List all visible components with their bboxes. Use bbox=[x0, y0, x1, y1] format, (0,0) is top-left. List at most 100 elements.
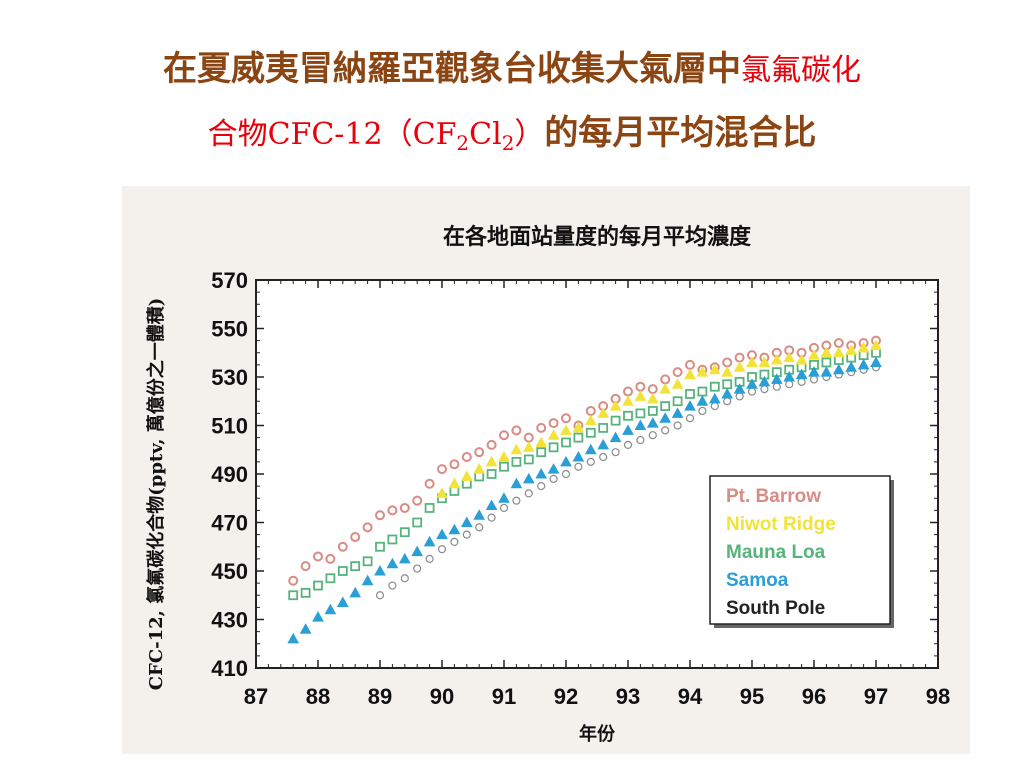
cfc12-scatter-chart: 在各地面站量度的每月平均濃度 87 88 89 90 91 92 93 94 95 96 97 98 41… bbox=[145, 224, 950, 745]
data-point-south-pole bbox=[512, 496, 521, 505]
data-point-niwot-ridge bbox=[696, 366, 709, 377]
data-point-south-pole bbox=[698, 406, 707, 416]
data-point-niwot-ridge bbox=[870, 339, 882, 350]
data-point-samoa bbox=[336, 596, 349, 608]
x-tick-label: 88 bbox=[306, 684, 330, 709]
x-tick-label: 92 bbox=[554, 684, 578, 709]
y-tick-label: 410 bbox=[211, 656, 248, 681]
data-point-niwot-ridge bbox=[510, 443, 523, 455]
data-point-niwot-ridge bbox=[448, 477, 461, 489]
data-point-pt-barrow bbox=[561, 413, 571, 424]
data-point-samoa bbox=[708, 392, 721, 404]
data-point-south-pole bbox=[413, 564, 422, 573]
data-point-samoa bbox=[535, 467, 548, 479]
x-tick-label: 95 bbox=[740, 684, 764, 709]
y-tick-label: 550 bbox=[211, 317, 248, 342]
data-point-samoa bbox=[361, 574, 374, 586]
data-point-mauna-loa bbox=[300, 587, 311, 598]
data-point-samoa bbox=[783, 370, 796, 382]
data-point-mauna-loa bbox=[325, 573, 336, 584]
data-point-pt-barrow bbox=[437, 464, 447, 475]
legend-box bbox=[709, 475, 891, 625]
data-point-mauna-loa bbox=[623, 410, 633, 421]
data-point-niwot-ridge bbox=[597, 407, 610, 418]
data-point-pt-barrow bbox=[486, 439, 497, 450]
data-point-samoa bbox=[845, 361, 858, 372]
title-text-dark-1: 在夏威夷冒納羅亞觀象台收集大氣層中 bbox=[163, 49, 741, 89]
data-point-samoa bbox=[770, 373, 783, 384]
data-point-niwot-ridge bbox=[584, 414, 597, 426]
data-point-samoa bbox=[795, 368, 808, 380]
data-point-mauna-loa bbox=[635, 408, 646, 419]
data-point-samoa bbox=[696, 395, 709, 406]
data-point-mauna-loa bbox=[313, 580, 323, 591]
data-point-samoa bbox=[758, 375, 771, 387]
data-point-samoa bbox=[436, 528, 448, 540]
data-point-niwot-ridge bbox=[808, 349, 820, 360]
data-point-samoa bbox=[808, 366, 820, 377]
y-tick-label: 530 bbox=[211, 365, 248, 390]
data-point-pt-barrow bbox=[399, 502, 410, 513]
slide-title-line-2: 合物CFC-12（CF2Cl2）的每月平均混合比 bbox=[0, 102, 1024, 174]
data-point-niwot-ridge bbox=[721, 366, 734, 377]
data-point-mauna-loa bbox=[375, 541, 385, 552]
data-point-mauna-loa bbox=[350, 561, 361, 572]
x-tick-label: 91 bbox=[492, 684, 516, 709]
data-point-samoa bbox=[423, 535, 436, 547]
data-point-mauna-loa bbox=[561, 437, 571, 448]
data-point-samoa bbox=[597, 438, 610, 450]
data-point-niwot-ridge bbox=[547, 429, 560, 440]
data-point-mauna-loa bbox=[337, 566, 348, 576]
data-point-mauna-loa bbox=[573, 432, 584, 443]
y-tick-label: 470 bbox=[211, 511, 248, 536]
data-point-pt-barrow bbox=[337, 541, 348, 552]
data-point-samoa bbox=[572, 450, 585, 462]
y-tick-label: 430 bbox=[211, 608, 248, 633]
data-point-pt-barrow bbox=[288, 575, 299, 586]
chart-figure: 在各地面站量度的每月平均濃度 87 88 89 90 91 92 93 94 95 96 97 98 41… bbox=[122, 186, 970, 754]
x-tick-label: 98 bbox=[926, 684, 950, 709]
title-text-red-3: Cl bbox=[469, 117, 502, 152]
data-point-niwot-ridge bbox=[535, 436, 548, 447]
data-point-pt-barrow bbox=[536, 422, 547, 433]
legend-entry: South Pole bbox=[726, 598, 825, 619]
data-point-samoa bbox=[522, 472, 535, 484]
data-point-niwot-ridge bbox=[783, 351, 796, 363]
data-point-mauna-loa bbox=[660, 401, 671, 412]
data-point-south-pole bbox=[685, 414, 695, 423]
title-subscript-2: 2 bbox=[501, 131, 515, 155]
data-point-samoa bbox=[287, 632, 300, 644]
data-point-samoa bbox=[411, 545, 424, 557]
data-point-niwot-ridge bbox=[485, 455, 498, 467]
data-point-samoa bbox=[485, 499, 498, 511]
data-point-mauna-loa bbox=[585, 427, 596, 438]
slide-title-line-1: 在夏威夷冒納羅亞觀象台收集大氣層中氯氟碳化 bbox=[0, 38, 1024, 102]
data-point-south-pole bbox=[375, 591, 385, 600]
data-point-pt-barrow bbox=[548, 418, 559, 429]
y-tick-label: 490 bbox=[211, 462, 248, 487]
data-point-south-pole bbox=[537, 482, 546, 491]
data-point-pt-barrow bbox=[424, 478, 435, 489]
data-point-niwot-ridge bbox=[522, 441, 535, 452]
data-point-south-pole bbox=[388, 581, 397, 590]
data-point-niwot-ridge bbox=[646, 392, 659, 404]
data-point-samoa bbox=[634, 419, 647, 430]
chart-title: 在各地面站量度的每月平均濃度 bbox=[443, 224, 752, 250]
data-point-niwot-ridge bbox=[622, 395, 634, 406]
data-point-south-pole bbox=[437, 545, 447, 554]
data-point-niwot-ridge bbox=[473, 463, 486, 474]
x-tick-label: 87 bbox=[244, 684, 268, 709]
data-point-niwot-ridge bbox=[498, 450, 510, 462]
data-point-south-pole bbox=[648, 431, 657, 440]
data-point-niwot-ridge bbox=[845, 344, 858, 355]
title-text-dark-2: 的每月平均混合比 bbox=[544, 113, 817, 153]
data-point-mauna-loa bbox=[499, 461, 509, 472]
data-point-niwot-ridge bbox=[758, 356, 771, 367]
title-subscript-1: 2 bbox=[456, 131, 470, 155]
data-point-niwot-ridge bbox=[671, 378, 684, 389]
data-point-samoa bbox=[386, 557, 399, 569]
data-point-samoa bbox=[473, 509, 486, 520]
data-point-niwot-ridge bbox=[746, 356, 758, 367]
y-axis-label: CFC-12, 氯氟碳化合物(pptv, 萬億份之一體積) bbox=[145, 298, 167, 691]
legend-entry: Niwot Ridge bbox=[726, 514, 836, 535]
